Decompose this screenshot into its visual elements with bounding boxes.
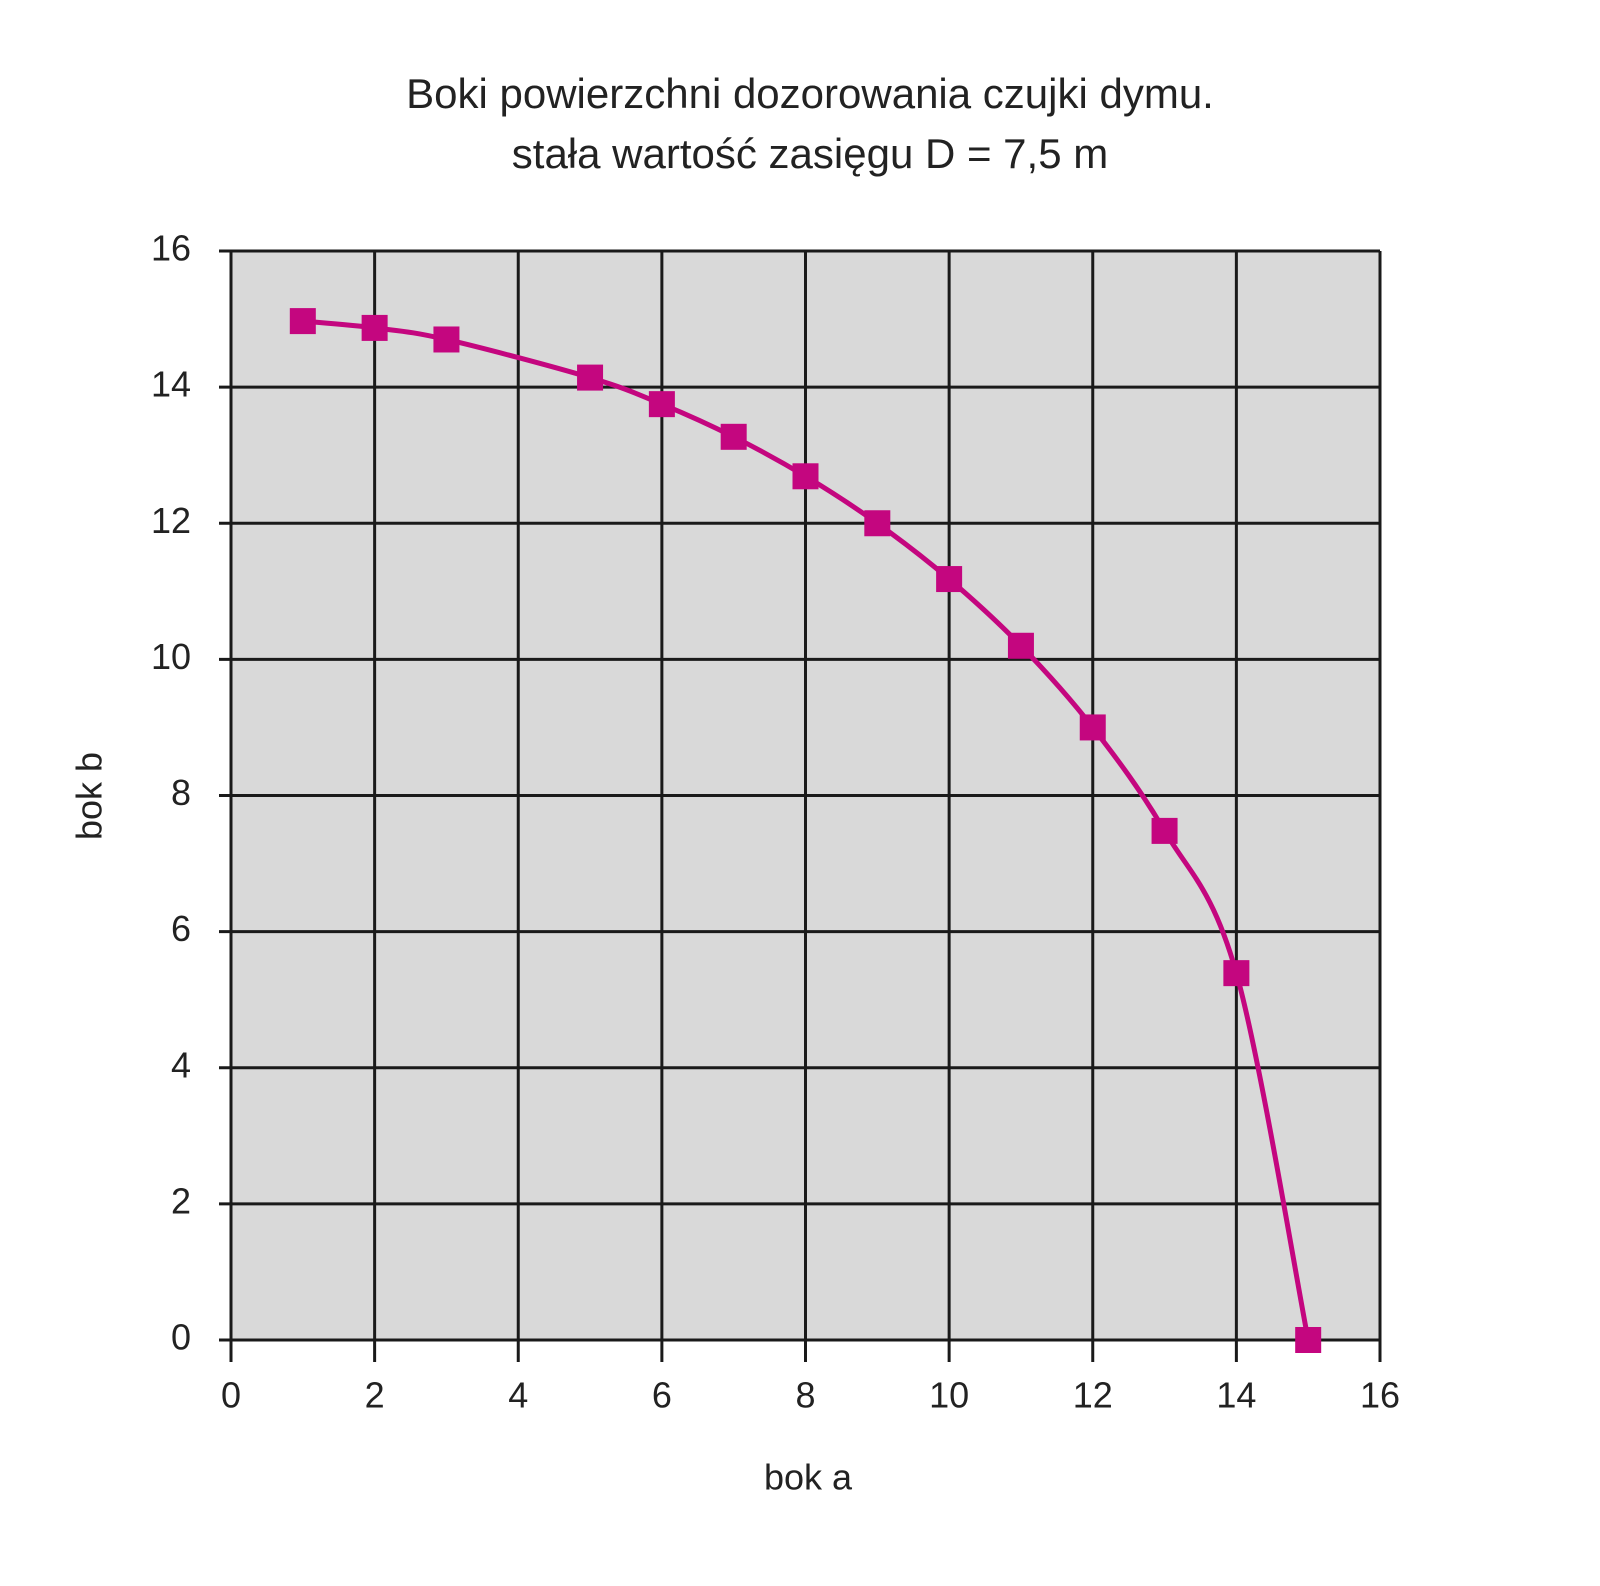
data-point	[936, 566, 963, 593]
data-point	[577, 364, 604, 391]
y-tick-label: 10	[151, 636, 191, 677]
x-tick-label: 10	[929, 1375, 969, 1416]
data-point	[1295, 1327, 1322, 1353]
data-point	[864, 510, 891, 537]
y-tick-label: 2	[171, 1180, 191, 1221]
x-tick-label: 6	[652, 1375, 672, 1416]
data-point	[1151, 817, 1178, 844]
x-tick-label: 8	[795, 1375, 815, 1416]
x-tick-label: 4	[508, 1375, 528, 1416]
chart-subtitle: stała wartość zasięgu D = 7,5 m	[512, 130, 1108, 177]
y-axis-label: bok b	[69, 752, 110, 840]
chart-title: Boki powierzchni dozorowania czujki dymu…	[406, 70, 1214, 117]
x-tick-label: 14	[1216, 1375, 1256, 1416]
data-point	[361, 314, 388, 341]
y-tick-label: 6	[171, 908, 191, 949]
x-tick-label: 2	[365, 1375, 385, 1416]
data-point	[792, 463, 819, 490]
data-point	[1223, 960, 1250, 987]
x-axis-label: bok a	[764, 1457, 853, 1498]
x-tick-label: 0	[221, 1375, 241, 1416]
data-point	[720, 423, 747, 450]
data-point	[289, 308, 316, 335]
data-point	[1007, 632, 1034, 659]
data-point	[433, 326, 460, 353]
y-tick-label: 0	[171, 1317, 191, 1358]
y-tick-label: 16	[151, 228, 191, 269]
y-tick-label: 14	[151, 364, 191, 405]
y-tick-label: 4	[171, 1044, 191, 1085]
y-tick-label: 12	[151, 500, 191, 541]
y-tick-label: 8	[171, 772, 191, 813]
data-point	[648, 391, 675, 418]
x-tick-label: 12	[1073, 1375, 1113, 1416]
x-tick-label: 16	[1360, 1375, 1400, 1416]
data-point	[1079, 714, 1106, 741]
